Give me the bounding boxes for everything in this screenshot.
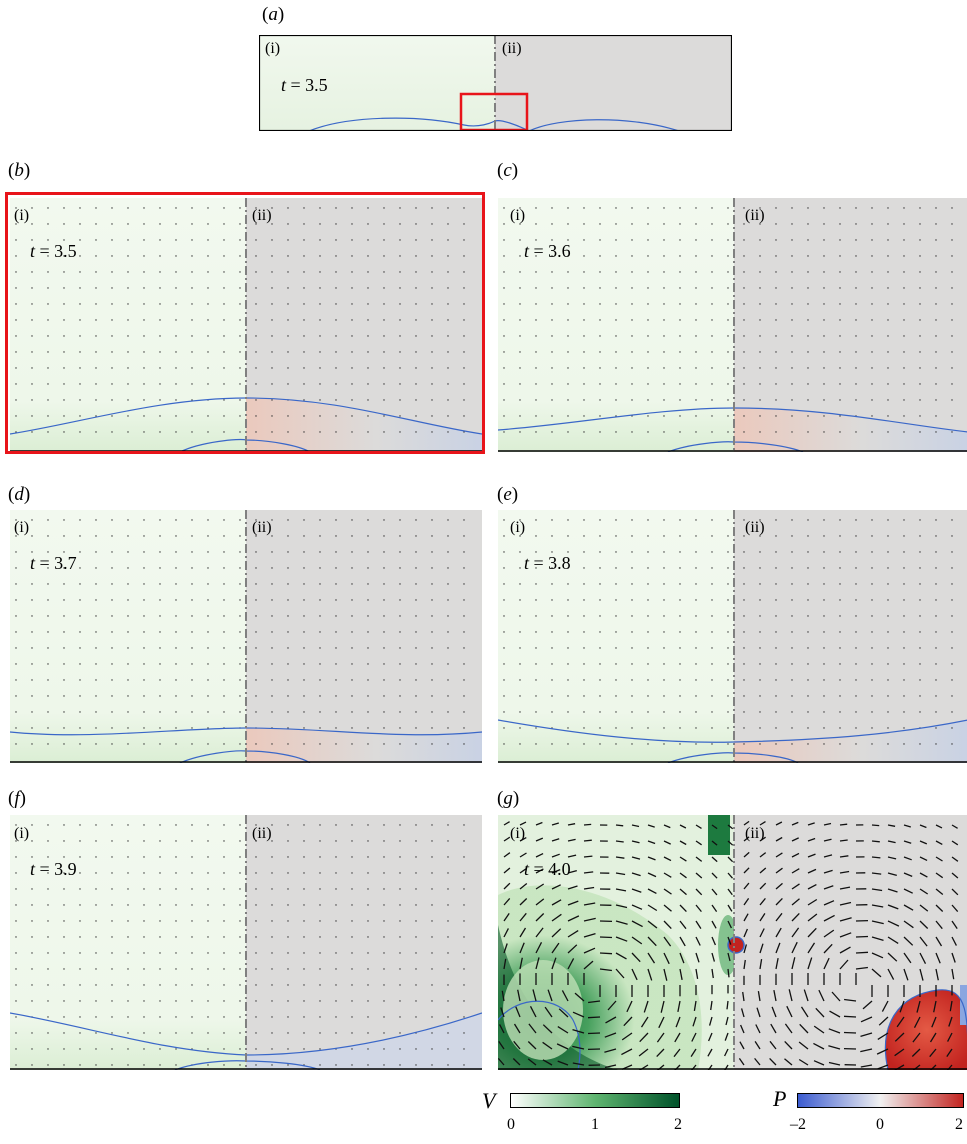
panel-d: (i) (ii) t = 3.7 [10,510,482,763]
panel-f-plot [10,815,482,1070]
panel-a: (i) (ii) t = 3.5 [259,35,732,131]
region-label-ii: (ii) [745,825,765,842]
time-label: t = 4.0 [524,859,571,879]
colorbar-p-symbol: P [773,1086,787,1111]
colorbar-v-symbol: V [482,1088,496,1113]
interface-curve [308,117,530,131]
region-label-ii: (ii) [252,825,272,842]
colorbar-v-gradient [510,1093,680,1108]
colorbar-v: V 0 1 2 [480,1088,700,1142]
region-label-i: (i) [510,207,526,224]
panel-label-e: (e) [497,484,519,505]
time-label: t = 3.8 [524,553,571,573]
colorbar-v-tick: 0 [507,1116,515,1133]
colorbar-p-gradient [797,1093,964,1108]
panel-label-c: (c) [497,160,519,181]
region-label-ii: (ii) [745,519,765,536]
panel-c: (i) (ii) t = 3.6 [498,198,967,452]
panel-b: (i) (ii) t = 3.5 [10,198,482,452]
panel-b-plot [10,198,482,452]
panel-g-plot [498,815,967,1070]
colorbar-p-tick: –2 [790,1116,806,1133]
panel-f: (i) (ii) t = 3.9 [10,815,482,1070]
velocity-vector-grid [503,207,953,433]
time-label: t = 3.6 [524,241,571,261]
region-label-i: (i) [510,825,526,842]
time-label: t = 3.7 [30,553,77,573]
time-label: t = 3.9 [30,859,77,879]
panel-g: (i) (ii) t = 4.0 [498,815,967,1070]
colorbar-v-tick: 2 [674,1116,682,1133]
region-label-i: (i) [14,825,30,842]
velocity-vector-grid [15,824,465,1066]
time-label: t = 3.5 [281,75,328,95]
region-label-i: (i) [265,40,281,57]
colorbar-v-tick: 1 [591,1116,599,1133]
panel-label-b: (b) [8,160,31,181]
colorbar-p: P –2 0 2 [760,1086,965,1142]
region-label-i: (i) [510,519,526,536]
panel-label-f: (f) [8,788,26,809]
panel-e-plot [498,510,967,763]
region-label-i: (i) [14,207,30,224]
panel-label-g: (g) [497,788,520,809]
interface-curve [498,1000,581,1070]
region-label-ii: (ii) [252,207,272,224]
region-label-ii: (ii) [745,207,765,224]
velocity-vector-grid [503,519,953,745]
interface-curve [498,719,967,743]
region-label-i: (i) [14,519,30,536]
panel-e: (i) (ii) t = 3.8 [498,510,967,763]
panel-label-d: (d) [8,484,31,505]
panel-c-plot [498,198,967,452]
panel-d-plot [10,510,482,763]
velocity-vector-grid [15,207,465,433]
highlight-box [5,192,485,454]
panel-label-a: (a) [262,4,285,25]
colorbar-p-tick: 0 [876,1116,884,1133]
colorbar-p-tick: 2 [955,1116,963,1133]
time-label: t = 3.5 [30,241,77,261]
region-label-ii: (ii) [252,519,272,536]
panel-a-plot [259,35,732,131]
region-label-ii: (ii) [502,40,522,57]
velocity-vector-grid [498,820,959,1070]
